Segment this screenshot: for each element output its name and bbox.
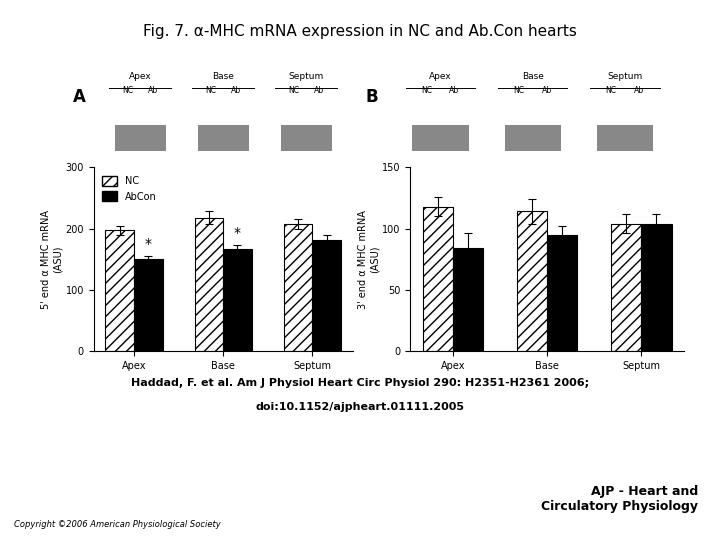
Bar [624, 125, 653, 151]
Text: Ab: Ab [313, 86, 324, 95]
Bar [305, 125, 331, 151]
Text: Ab: Ab [230, 86, 240, 95]
Bar [194, 218, 223, 351]
Text: NC: NC [122, 86, 133, 95]
Text: Apex: Apex [129, 72, 152, 82]
Text: Haddad, F. et al. Am J Physiol Heart Circ Physiol 290: H2351-H2361 2006;: Haddad, F. et al. Am J Physiol Heart Cir… [131, 378, 589, 388]
Bar [134, 259, 163, 351]
Text: Septum: Septum [289, 72, 324, 82]
Bar [223, 249, 252, 351]
Text: B: B [366, 88, 379, 106]
Y-axis label: 3' end α MHC mRNA
(ASU): 3' end α MHC mRNA (ASU) [358, 210, 379, 309]
Bar [115, 125, 141, 151]
Bar [222, 125, 248, 151]
Bar [198, 125, 224, 151]
Legend: NC, AbCon: NC, AbCon [99, 172, 161, 205]
Bar [547, 235, 577, 351]
Text: NC: NC [421, 86, 432, 95]
Bar [413, 125, 441, 151]
Bar [517, 212, 547, 351]
Bar [440, 125, 469, 151]
Text: NC: NC [513, 86, 524, 95]
Text: Apex: Apex [429, 72, 452, 82]
Text: Ab: Ab [541, 86, 552, 95]
Text: Ab: Ab [148, 86, 158, 95]
Bar [312, 240, 341, 351]
Text: NC: NC [205, 86, 216, 95]
Text: doi:10.1152/ajpheart.01111.2005: doi:10.1152/ajpheart.01111.2005 [256, 402, 464, 413]
Text: AJP - Heart and
Circulatory Physiology: AJP - Heart and Circulatory Physiology [541, 485, 698, 513]
Bar [284, 224, 312, 351]
Text: *: * [234, 226, 241, 240]
Bar [140, 125, 166, 151]
Bar [597, 125, 626, 151]
Text: *: * [145, 237, 152, 251]
Bar [281, 125, 307, 151]
Bar [505, 125, 534, 151]
Text: Copyright ©2006 American Physiological Society: Copyright ©2006 American Physiological S… [14, 520, 221, 529]
Bar [642, 224, 672, 351]
Text: Base: Base [212, 72, 234, 82]
Bar [423, 207, 453, 351]
Text: NC: NC [606, 86, 616, 95]
Text: A: A [73, 88, 86, 106]
Text: NC: NC [288, 86, 300, 95]
Bar [532, 125, 561, 151]
Text: Ab: Ab [449, 86, 459, 95]
Text: Base: Base [522, 72, 544, 82]
Text: Ab: Ab [634, 86, 644, 95]
Text: Fig. 7. α-MHC mRNA expression in NC and Ab.Con hearts: Fig. 7. α-MHC mRNA expression in NC and … [143, 24, 577, 39]
Y-axis label: 5' end α MHC mRNA
(ASU): 5' end α MHC mRNA (ASU) [41, 210, 63, 309]
Bar [611, 224, 642, 351]
Bar [105, 231, 134, 351]
Bar [453, 248, 483, 351]
Text: Septum: Septum [608, 72, 642, 82]
